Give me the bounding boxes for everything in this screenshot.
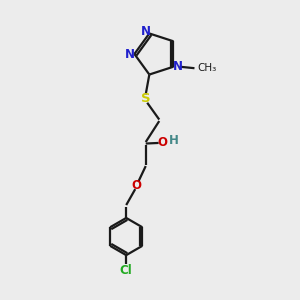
Text: Cl: Cl bbox=[120, 264, 133, 277]
Text: H: H bbox=[169, 134, 178, 147]
Text: CH₃: CH₃ bbox=[197, 63, 217, 73]
Text: N: N bbox=[124, 47, 135, 61]
Text: O: O bbox=[157, 136, 167, 148]
Text: N: N bbox=[141, 25, 151, 38]
Text: S: S bbox=[141, 92, 151, 105]
Text: N: N bbox=[173, 60, 183, 73]
Text: O: O bbox=[132, 179, 142, 192]
